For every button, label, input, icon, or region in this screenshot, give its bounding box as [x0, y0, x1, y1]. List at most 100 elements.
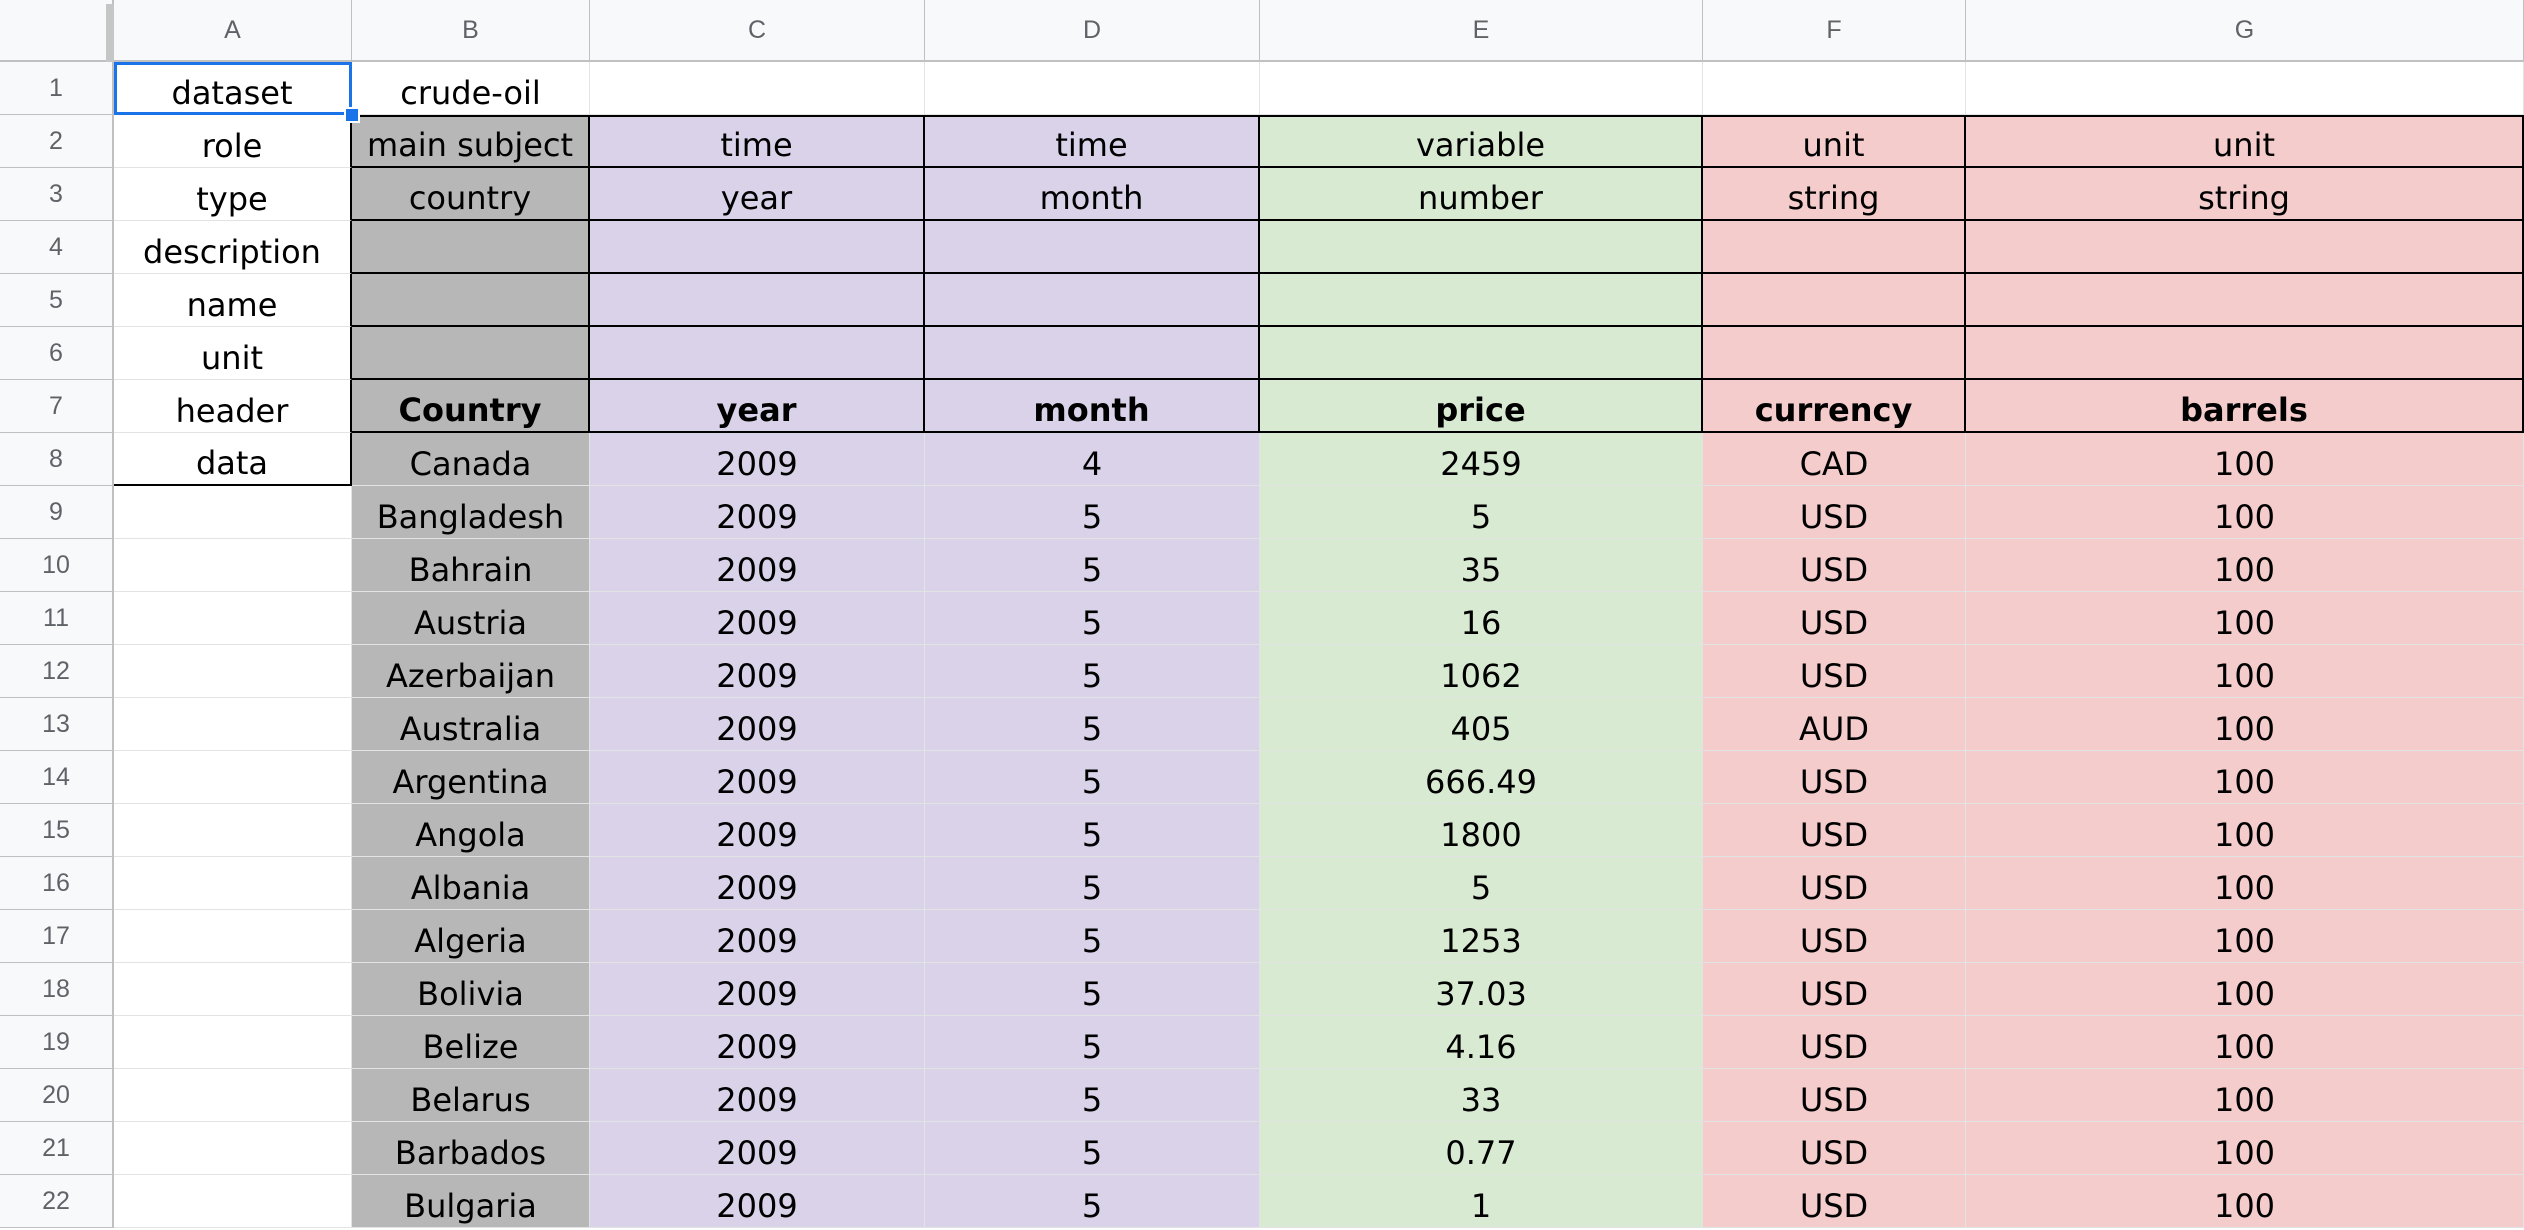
cell-g14[interactable]: 100	[1966, 751, 2524, 804]
cell-f22[interactable]: USD	[1703, 1175, 1966, 1228]
cell-a11[interactable]	[114, 592, 352, 645]
cell-d14[interactable]: 5	[925, 751, 1260, 804]
cell-d4[interactable]	[925, 221, 1260, 274]
cell-e2[interactable]: variable	[1260, 115, 1703, 168]
cell-f15[interactable]: USD	[1703, 804, 1966, 857]
cell-a7[interactable]: header	[114, 380, 352, 433]
cell-g21[interactable]: 100	[1966, 1122, 2524, 1175]
row-header-2[interactable]: 2	[0, 115, 114, 168]
cell-g16[interactable]: 100	[1966, 857, 2524, 910]
cell-g10[interactable]: 100	[1966, 539, 2524, 592]
cell-b19[interactable]: Belize	[352, 1016, 590, 1069]
cell-g17[interactable]: 100	[1966, 910, 2524, 963]
cell-e5[interactable]	[1260, 274, 1703, 327]
cell-b22[interactable]: Bulgaria	[352, 1175, 590, 1228]
cell-b20[interactable]: Belarus	[352, 1069, 590, 1122]
cell-e21[interactable]: 0.77	[1260, 1122, 1703, 1175]
cell-f4[interactable]	[1703, 221, 1966, 274]
cell-b11[interactable]: Austria	[352, 592, 590, 645]
cell-f20[interactable]: USD	[1703, 1069, 1966, 1122]
cell-a20[interactable]	[114, 1069, 352, 1122]
cell-c11[interactable]: 2009	[590, 592, 925, 645]
cell-d15[interactable]: 5	[925, 804, 1260, 857]
cell-f9[interactable]: USD	[1703, 486, 1966, 539]
cell-a21[interactable]	[114, 1122, 352, 1175]
cell-d1[interactable]	[925, 62, 1260, 115]
cell-d22[interactable]: 5	[925, 1175, 1260, 1228]
row-header-8[interactable]: 8	[0, 433, 114, 486]
cell-f21[interactable]: USD	[1703, 1122, 1966, 1175]
row-header-14[interactable]: 14	[0, 751, 114, 804]
cell-e22[interactable]: 1	[1260, 1175, 1703, 1228]
cell-f17[interactable]: USD	[1703, 910, 1966, 963]
cell-f16[interactable]: USD	[1703, 857, 1966, 910]
cell-c18[interactable]: 2009	[590, 963, 925, 1016]
cell-c10[interactable]: 2009	[590, 539, 925, 592]
cell-b12[interactable]: Azerbaijan	[352, 645, 590, 698]
cell-g22[interactable]: 100	[1966, 1175, 2524, 1228]
cell-f8[interactable]: CAD	[1703, 433, 1966, 486]
cell-c9[interactable]: 2009	[590, 486, 925, 539]
cell-d19[interactable]: 5	[925, 1016, 1260, 1069]
cell-d17[interactable]: 5	[925, 910, 1260, 963]
row-header-6[interactable]: 6	[0, 327, 114, 380]
cell-d16[interactable]: 5	[925, 857, 1260, 910]
cell-f14[interactable]: USD	[1703, 751, 1966, 804]
cell-a15[interactable]	[114, 804, 352, 857]
cell-c13[interactable]: 2009	[590, 698, 925, 751]
cell-e7[interactable]: price	[1260, 380, 1703, 433]
row-header-7[interactable]: 7	[0, 380, 114, 433]
cell-b1[interactable]: crude-oil	[352, 62, 590, 115]
cell-b14[interactable]: Argentina	[352, 751, 590, 804]
row-header-13[interactable]: 13	[0, 698, 114, 751]
cell-a13[interactable]	[114, 698, 352, 751]
cell-g8[interactable]: 100	[1966, 433, 2524, 486]
cell-e20[interactable]: 33	[1260, 1069, 1703, 1122]
cell-g4[interactable]	[1966, 221, 2524, 274]
cell-c20[interactable]: 2009	[590, 1069, 925, 1122]
cell-e11[interactable]: 16	[1260, 592, 1703, 645]
cell-f13[interactable]: AUD	[1703, 698, 1966, 751]
cell-c1[interactable]	[590, 62, 925, 115]
fill-handle[interactable]	[344, 107, 360, 123]
cell-e13[interactable]: 405	[1260, 698, 1703, 751]
cell-a19[interactable]	[114, 1016, 352, 1069]
row-header-19[interactable]: 19	[0, 1016, 114, 1069]
cell-e18[interactable]: 37.03	[1260, 963, 1703, 1016]
cell-g5[interactable]	[1966, 274, 2524, 327]
cell-f6[interactable]	[1703, 327, 1966, 380]
cell-c17[interactable]: 2009	[590, 910, 925, 963]
cell-b13[interactable]: Australia	[352, 698, 590, 751]
cell-c8[interactable]: 2009	[590, 433, 925, 486]
freeze-handle[interactable]	[106, 4, 114, 62]
cell-g3[interactable]: string	[1966, 168, 2524, 221]
cell-e14[interactable]: 666.49	[1260, 751, 1703, 804]
row-header-22[interactable]: 22	[0, 1175, 114, 1228]
cell-a6[interactable]: unit	[114, 327, 352, 380]
cell-e9[interactable]: 5	[1260, 486, 1703, 539]
cell-e4[interactable]	[1260, 221, 1703, 274]
cell-g20[interactable]: 100	[1966, 1069, 2524, 1122]
cell-d10[interactable]: 5	[925, 539, 1260, 592]
cell-b18[interactable]: Bolivia	[352, 963, 590, 1016]
row-header-9[interactable]: 9	[0, 486, 114, 539]
cell-c7[interactable]: year	[590, 380, 925, 433]
cell-a4[interactable]: description	[114, 221, 352, 274]
cell-d20[interactable]: 5	[925, 1069, 1260, 1122]
column-header-b[interactable]: B	[352, 0, 590, 62]
cell-g11[interactable]: 100	[1966, 592, 2524, 645]
column-header-g[interactable]: G	[1966, 0, 2524, 62]
cell-f11[interactable]: USD	[1703, 592, 1966, 645]
cell-g1[interactable]	[1966, 62, 2524, 115]
cell-f19[interactable]: USD	[1703, 1016, 1966, 1069]
cell-e15[interactable]: 1800	[1260, 804, 1703, 857]
cell-b10[interactable]: Bahrain	[352, 539, 590, 592]
cell-d3[interactable]: month	[925, 168, 1260, 221]
cell-b15[interactable]: Angola	[352, 804, 590, 857]
cell-e17[interactable]: 1253	[1260, 910, 1703, 963]
cell-c5[interactable]	[590, 274, 925, 327]
cell-b9[interactable]: Bangladesh	[352, 486, 590, 539]
cell-b4[interactable]	[352, 221, 590, 274]
cell-e3[interactable]: number	[1260, 168, 1703, 221]
cell-f3[interactable]: string	[1703, 168, 1966, 221]
